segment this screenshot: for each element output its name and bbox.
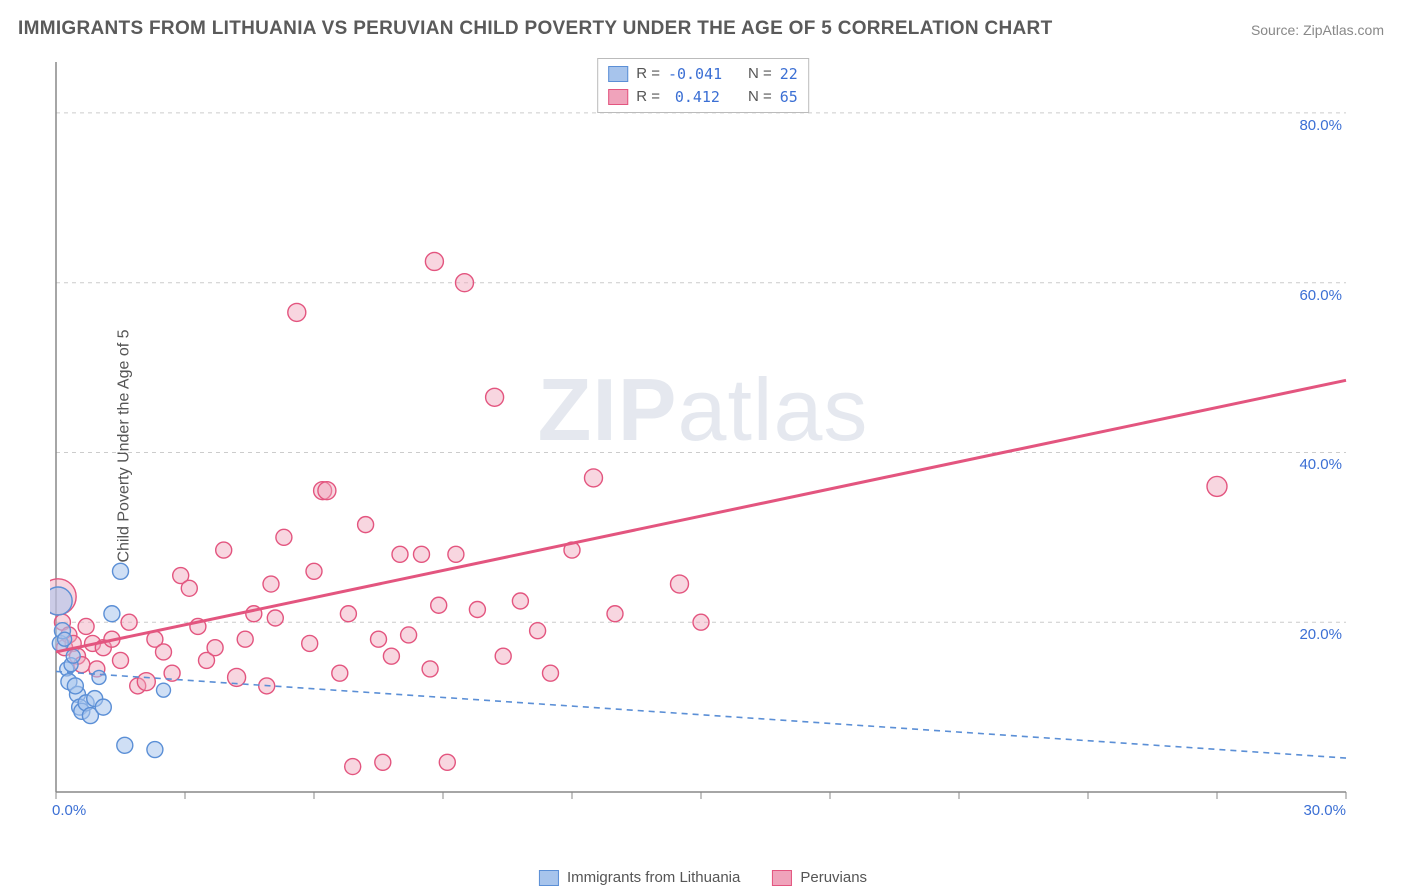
- data-point[interactable]: [92, 670, 106, 684]
- data-point[interactable]: [157, 683, 171, 697]
- r-label-lith: R =: [636, 63, 660, 86]
- data-point[interactable]: [340, 606, 356, 622]
- data-point[interactable]: [425, 252, 443, 270]
- data-point[interactable]: [585, 469, 603, 487]
- data-point[interactable]: [456, 274, 474, 292]
- tick-label: 60.0%: [1299, 287, 1342, 304]
- chart-container: IMMIGRANTS FROM LITHUANIA VS PERUVIAN CH…: [0, 0, 1406, 892]
- tick-label: 30.0%: [1303, 802, 1346, 819]
- data-point[interactable]: [1207, 476, 1227, 496]
- data-point[interactable]: [147, 742, 163, 758]
- source-attribution: Source: ZipAtlas.com: [1251, 22, 1384, 38]
- data-point[interactable]: [207, 640, 223, 656]
- series-legend: Immigrants from Lithuania Peruvians: [539, 869, 867, 886]
- data-point[interactable]: [113, 652, 129, 668]
- plot-area: 20.0% 40.0% 60.0% 80.0% 0.0% 30.0%: [50, 50, 1370, 830]
- data-point[interactable]: [422, 661, 438, 677]
- data-point[interactable]: [401, 627, 417, 643]
- data-point[interactable]: [302, 635, 318, 651]
- n-label-peru: N =: [748, 86, 772, 109]
- legend-row-lithuania: R = -0.041 N = 22: [608, 63, 798, 86]
- data-point[interactable]: [439, 754, 455, 770]
- legend-row-peruvians: R = 0.412 N = 65: [608, 86, 798, 109]
- data-point[interactable]: [113, 563, 129, 579]
- data-point[interactable]: [306, 563, 322, 579]
- data-point[interactable]: [371, 631, 387, 647]
- correlation-legend: R = -0.041 N = 22 R = 0.412 N = 65: [597, 58, 809, 113]
- data-point[interactable]: [345, 759, 361, 775]
- swatch-lithuania: [608, 66, 628, 82]
- data-point[interactable]: [693, 614, 709, 630]
- chart-title: IMMIGRANTS FROM LITHUANIA VS PERUVIAN CH…: [18, 18, 1052, 40]
- data-point[interactable]: [263, 576, 279, 592]
- tick-label: 20.0%: [1299, 626, 1342, 643]
- legend-label-peruvians: Peruvians: [800, 869, 867, 886]
- swatch-peruvians-bottom: [772, 870, 792, 886]
- chart-svg: [50, 50, 1370, 830]
- data-point[interactable]: [216, 542, 232, 558]
- data-point[interactable]: [78, 618, 94, 634]
- n-value-peru: 65: [780, 86, 798, 109]
- swatch-peruvians: [608, 89, 628, 105]
- data-point[interactable]: [58, 632, 72, 646]
- data-point[interactable]: [375, 754, 391, 770]
- data-point[interactable]: [276, 529, 292, 545]
- data-point[interactable]: [67, 678, 83, 694]
- trend-line: [56, 380, 1346, 652]
- r-value-lith: -0.041: [668, 63, 720, 86]
- data-point[interactable]: [530, 623, 546, 639]
- data-point[interactable]: [431, 597, 447, 613]
- data-point[interactable]: [137, 673, 155, 691]
- data-point[interactable]: [607, 606, 623, 622]
- n-value-lith: 22: [780, 63, 798, 86]
- data-point[interactable]: [512, 593, 528, 609]
- data-point[interactable]: [66, 649, 80, 663]
- tick-label: 0.0%: [52, 802, 86, 819]
- legend-item-lithuania: Immigrants from Lithuania: [539, 869, 740, 886]
- data-point[interactable]: [156, 644, 172, 660]
- source-label: Source:: [1251, 22, 1303, 38]
- data-point[interactable]: [543, 665, 559, 681]
- data-point[interactable]: [50, 587, 72, 615]
- r-label-peru: R =: [636, 86, 660, 109]
- tick-label: 40.0%: [1299, 456, 1342, 473]
- trend-line: [56, 671, 1346, 758]
- data-point[interactable]: [469, 602, 485, 618]
- data-point[interactable]: [318, 482, 336, 500]
- data-point[interactable]: [117, 737, 133, 753]
- data-point[interactable]: [448, 546, 464, 562]
- data-point[interactable]: [486, 388, 504, 406]
- data-point[interactable]: [383, 648, 399, 664]
- data-point[interactable]: [104, 606, 120, 622]
- data-point[interactable]: [95, 699, 111, 715]
- source-link[interactable]: ZipAtlas.com: [1303, 22, 1384, 38]
- n-label-lith: N =: [748, 63, 772, 86]
- data-point[interactable]: [332, 665, 348, 681]
- data-point[interactable]: [495, 648, 511, 664]
- data-point[interactable]: [671, 575, 689, 593]
- data-point[interactable]: [414, 546, 430, 562]
- r-value-peru: 0.412: [668, 86, 720, 109]
- data-point[interactable]: [288, 303, 306, 321]
- data-point[interactable]: [121, 614, 137, 630]
- data-point[interactable]: [358, 517, 374, 533]
- data-point[interactable]: [267, 610, 283, 626]
- data-point[interactable]: [237, 631, 253, 647]
- legend-item-peruvians: Peruvians: [772, 869, 867, 886]
- legend-label-lithuania: Immigrants from Lithuania: [567, 869, 740, 886]
- data-point[interactable]: [181, 580, 197, 596]
- data-point[interactable]: [392, 546, 408, 562]
- swatch-lithuania-bottom: [539, 870, 559, 886]
- tick-label: 80.0%: [1299, 117, 1342, 134]
